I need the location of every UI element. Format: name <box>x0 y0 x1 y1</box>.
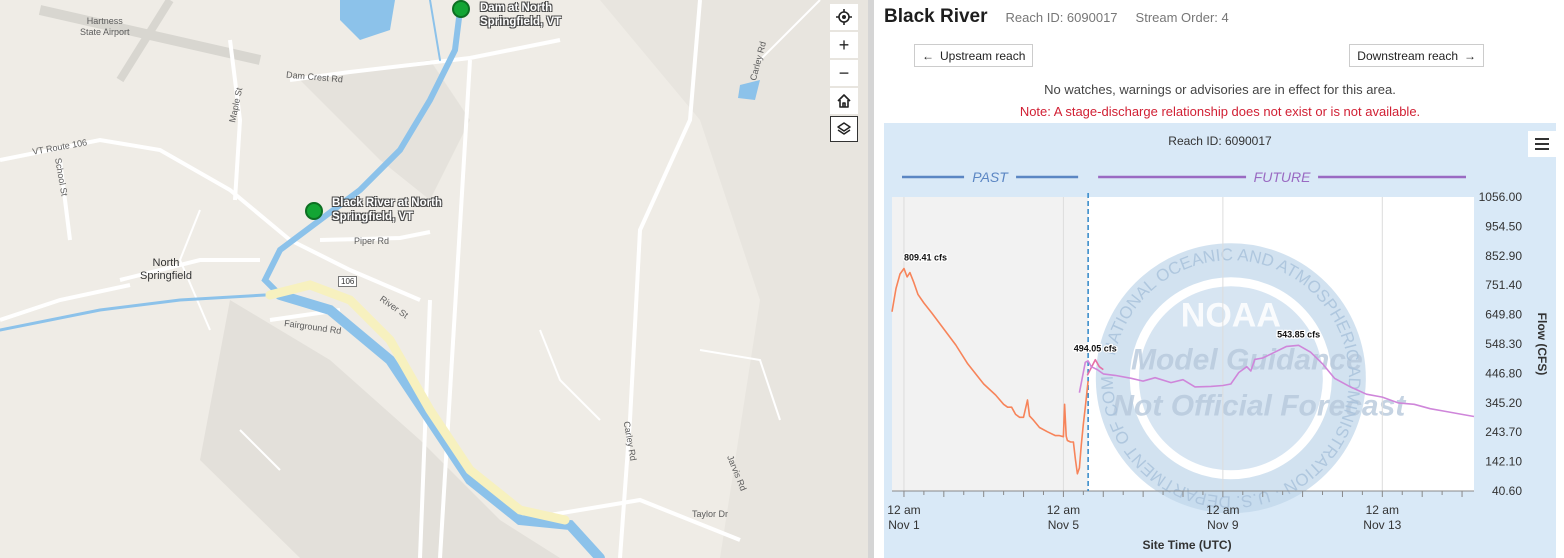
watermark-line-1: Model Guidance <box>1131 343 1363 376</box>
upstream-reach-button[interactable]: ← Upstream reach <box>914 44 1034 67</box>
data-label: 809.41 cfs <box>904 252 947 262</box>
gauge-marker-black-river[interactable] <box>305 202 323 220</box>
gauge-label-black-river[interactable]: Black River at North Springfield, VT <box>332 197 442 223</box>
route-shield: 106 <box>338 276 358 287</box>
locate-icon <box>836 9 852 25</box>
chart-menu-button[interactable] <box>1528 131 1556 157</box>
data-label: 494.05 cfs <box>1074 344 1117 354</box>
future-label-mask <box>1246 170 1319 184</box>
river-name: Black River <box>884 6 988 27</box>
x-tick-label-time: 12 am <box>1047 503 1080 517</box>
home-icon <box>837 94 851 108</box>
hydrograph-chart[interactable]: NOAA Model Guidance Not Official Forecast N… <box>877 108 1556 558</box>
hydrograph-svg: NOAA Model Guidance Not Official Forecast N… <box>877 108 1549 552</box>
panel-divider[interactable] <box>868 0 874 558</box>
watermark-logo: NOAA <box>1181 296 1281 334</box>
downstream-reach-button[interactable]: Downstream reach → <box>1349 44 1484 67</box>
arrow-left-icon: ← <box>922 48 934 63</box>
past-label-mask <box>964 170 1017 184</box>
y-tick-label: 548.30 <box>1485 337 1522 351</box>
y-tick-label: 142.10 <box>1485 455 1522 469</box>
x-tick-label-date: Nov 9 <box>1207 518 1239 532</box>
reach-panel: Black River Reach ID: 6090017 Stream Ord… <box>876 0 1564 558</box>
rating-curve-note: Note: A stage-discharge relationship doe… <box>1019 104 1421 119</box>
map-label-piper-rd: Piper Rd <box>354 236 390 246</box>
x-tick-label-time: 12 am <box>1206 503 1239 517</box>
zoom-in-button[interactable]: + <box>830 32 858 58</box>
y-tick-label: 40.60 <box>1492 484 1522 498</box>
past-region <box>892 197 1089 491</box>
locate-button[interactable] <box>830 4 858 30</box>
home-button[interactable] <box>830 88 858 114</box>
y-axis-title: Flow (CFS) <box>1535 313 1549 376</box>
layers-button[interactable] <box>830 116 858 142</box>
y-tick-label: 345.20 <box>1485 396 1522 410</box>
upstream-reach-label: Upstream reach <box>940 48 1026 63</box>
stream-order: Stream Order: 4 <box>1135 10 1229 25</box>
watermark-line-2: Not Official Forecast <box>1112 389 1407 422</box>
map-place-north-springfield: North Springfield <box>140 257 192 282</box>
y-tick-label: 649.80 <box>1485 308 1522 322</box>
x-tick-label-date: Nov 5 <box>1048 518 1080 532</box>
zoom-out-button[interactable]: − <box>830 60 858 86</box>
x-tick-label-time: 12 am <box>1366 503 1399 517</box>
x-tick-label-time: 12 am <box>887 503 920 517</box>
x-axis-title: Site Time (UTC) <box>1142 538 1231 552</box>
chart-title: Reach ID: 6090017 <box>1168 134 1272 148</box>
series-line-forecast <box>1078 344 1475 418</box>
reach-id: Reach ID: 6090017 <box>1005 10 1118 25</box>
data-label: 543.85 cfs <box>1277 329 1320 339</box>
map-label-airport: Hartness State Airport <box>80 16 130 37</box>
title-row: Black River Reach ID: 6090017 Stream Ord… <box>884 6 1229 28</box>
y-tick-label: 446.80 <box>1485 366 1522 380</box>
map-view[interactable]: Hartness State Airport Dam Crest Rd Mapl… <box>0 0 868 558</box>
x-tick-label-date: Nov 1 <box>888 518 920 532</box>
watermark-disk <box>1138 286 1323 471</box>
y-tick-label: 1056.00 <box>1479 190 1523 204</box>
x-tick-label-date: Nov 13 <box>1363 518 1401 532</box>
hamburger-icon <box>1535 138 1549 140</box>
arrow-right-icon: → <box>1464 48 1476 63</box>
y-tick-label: 243.70 <box>1485 425 1522 439</box>
layers-icon <box>837 122 851 135</box>
watermark-ring <box>1095 243 1366 514</box>
y-tick-label: 852.90 <box>1485 249 1522 263</box>
y-tick-label: 751.40 <box>1485 278 1522 292</box>
y-tick-label: 954.50 <box>1485 219 1522 233</box>
gauge-marker-dam[interactable] <box>452 0 470 18</box>
future-label: FUTURE <box>1254 169 1311 185</box>
advisory-status: No watches, warnings or advisories are i… <box>1044 82 1396 97</box>
series-line-observed <box>891 267 1089 475</box>
map-label-taylor-dr: Taylor Dr <box>692 509 729 519</box>
downstream-reach-label: Downstream reach <box>1357 48 1458 63</box>
gauge-label-dam[interactable]: Dam at North Springfield, VT <box>480 2 562 28</box>
map-basemap <box>0 0 821 558</box>
past-label: PAST <box>972 169 1009 185</box>
